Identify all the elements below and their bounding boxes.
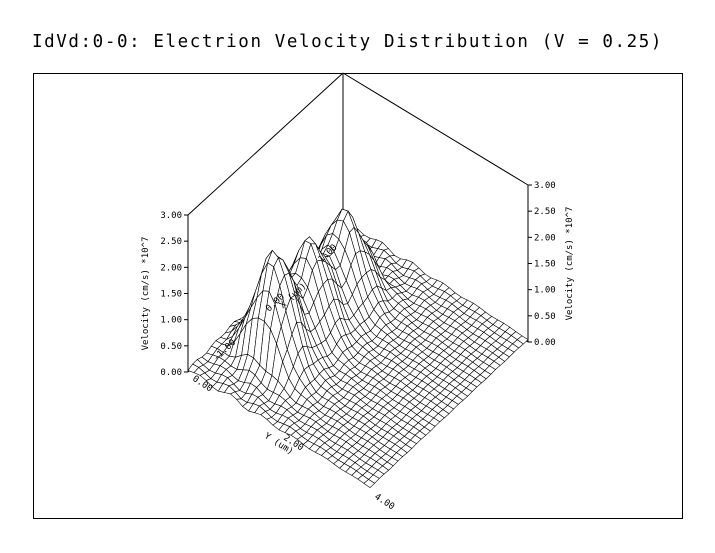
z-tick-label-left: 0.00 (160, 368, 182, 378)
z-axis-label-left: Velocity (cm/s) *10^7 (141, 237, 151, 351)
z-tick-label-right: 0.00 (534, 338, 556, 348)
z-tick-label-right: 2.00 (534, 233, 556, 243)
z-tick-label-right: 0.50 (534, 312, 556, 322)
z-tick-label-right: 2.50 (534, 207, 556, 217)
z-tick-label-left: 1.00 (160, 316, 182, 326)
surface-cell (363, 479, 376, 489)
z-tick-label-left: 3.00 (160, 211, 182, 221)
chart-title: IdVd:0-0: Electrion Velocity Distributio… (32, 32, 664, 52)
z-tick-label-left: 2.50 (160, 237, 182, 247)
z-tick-label-left: 0.50 (160, 342, 182, 352)
plot-frame (33, 73, 683, 519)
z-tick-label-right: 1.00 (534, 286, 556, 296)
z-tick-label-left: 2.00 (160, 263, 182, 273)
z-axis-label-right: Velocity (cm/s) *10^7 (565, 207, 575, 321)
z-tick-label-left: 1.50 (160, 290, 182, 300)
surface-mesh (187, 208, 529, 489)
box-top-left-edge (187, 72, 344, 216)
z-tick-label-right: 1.50 (534, 260, 556, 270)
y-tick-label: 4.00 (372, 492, 396, 512)
z-tick-label-right: 3.00 (534, 181, 556, 191)
box-top-right-edge (342, 72, 529, 186)
